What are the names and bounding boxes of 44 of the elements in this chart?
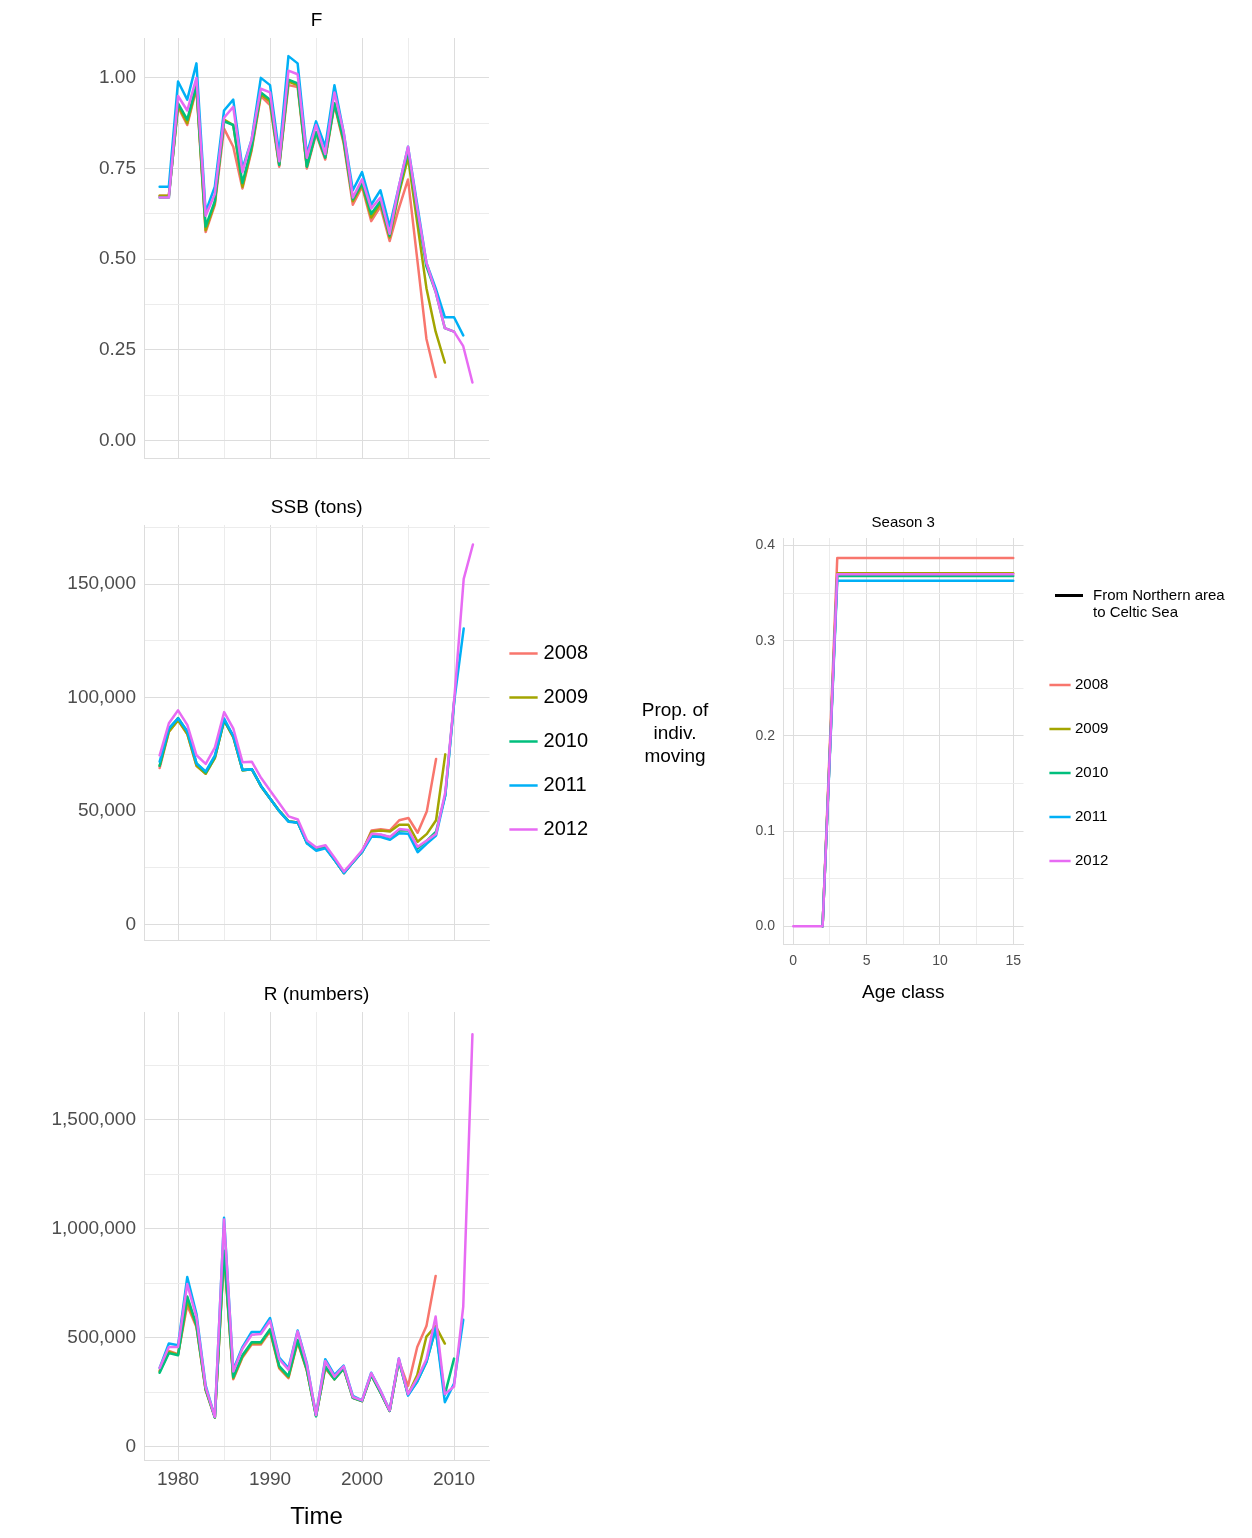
y-tick-label: 0.3 [755,631,776,648]
chart-title: Season 3 [871,512,935,530]
legend-label: 2012 [1075,851,1109,869]
x-axis-title: Time [290,1502,343,1530]
y-tick-label: 1.00 [99,66,136,88]
text: From Northern area to Celtic Sea [1093,586,1225,620]
legend-label: 2009 [1075,719,1109,737]
y-tick-label: 150,000 [67,572,136,594]
legend-label: 2011 [543,773,587,796]
legend-label: 2009 [543,685,589,708]
x-axis-title: Age class [862,980,945,1002]
legend-label: 2010 [1075,763,1109,781]
y-tick-label: 0 [125,1435,136,1457]
legend-label: 2008 [1075,675,1109,693]
y-tick-label: 0 [125,912,136,934]
x-tick-label: 2000 [340,1468,384,1490]
x-tick-label: 15 [1005,951,1022,968]
x-tick-label: 1990 [248,1468,292,1490]
y-tick-label: 0.50 [99,247,136,269]
legend-label: 2012 [543,817,589,840]
y-tick-label: 50,000 [77,799,136,821]
x-tick-label: 1980 [156,1468,200,1490]
y-tick-label: 0.2 [755,726,776,743]
y-tick-label: 500,000 [67,1326,136,1348]
y-tick-label: 0.4 [755,536,776,553]
x-tick-label: 0 [789,951,798,968]
chart-title: F [310,8,323,30]
x-tick-label: 5 [862,951,871,968]
y-tick-label: 0.75 [99,156,136,178]
legend-label: 2010 [543,729,589,752]
y-tick-label: 0.25 [99,338,136,360]
y-tick-label: 0.00 [99,428,136,450]
y-tick-label: 0.0 [755,917,776,934]
y-tick-label: 1,500,000 [51,1108,136,1130]
y-axis-title: Prop. of indiv. moving [640,698,710,767]
y-tick-label: 0.1 [755,822,776,838]
chart-title: R (numbers) [263,982,370,1004]
legend-label: 2011 [1075,807,1108,825]
x-tick-label: 2010 [432,1468,476,1490]
legend-label: 2008 [543,641,589,664]
y-tick-label: 100,000 [67,685,136,707]
chart-title: SSB (tons) [270,495,363,517]
x-tick-label: 10 [932,951,948,968]
y-tick-label: 1,000,000 [51,1217,136,1239]
